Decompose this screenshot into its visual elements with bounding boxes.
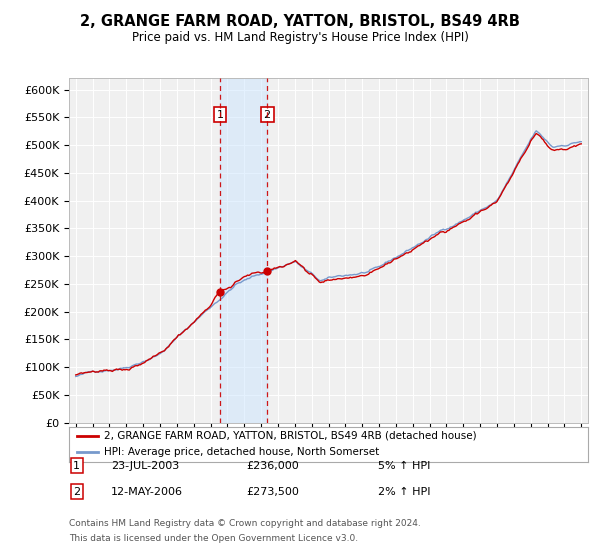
Text: Contains HM Land Registry data © Crown copyright and database right 2024.: Contains HM Land Registry data © Crown c…	[69, 519, 421, 528]
Text: 5% ↑ HPI: 5% ↑ HPI	[378, 461, 430, 471]
Text: 23-JUL-2003: 23-JUL-2003	[111, 461, 179, 471]
Text: Price paid vs. HM Land Registry's House Price Index (HPI): Price paid vs. HM Land Registry's House …	[131, 31, 469, 44]
Text: 1: 1	[73, 461, 80, 471]
Text: £273,500: £273,500	[246, 487, 299, 497]
Text: 2: 2	[263, 110, 271, 120]
Text: HPI: Average price, detached house, North Somerset: HPI: Average price, detached house, Nort…	[104, 447, 380, 458]
Text: £236,000: £236,000	[246, 461, 299, 471]
Text: 2, GRANGE FARM ROAD, YATTON, BRISTOL, BS49 4RB: 2, GRANGE FARM ROAD, YATTON, BRISTOL, BS…	[80, 14, 520, 29]
Text: 1: 1	[217, 110, 223, 120]
Bar	[220, 78, 267, 423]
Text: 12-MAY-2006: 12-MAY-2006	[111, 487, 183, 497]
Text: 2: 2	[73, 487, 80, 497]
Text: 2% ↑ HPI: 2% ↑ HPI	[378, 487, 431, 497]
Text: This data is licensed under the Open Government Licence v3.0.: This data is licensed under the Open Gov…	[69, 534, 358, 543]
Text: 2, GRANGE FARM ROAD, YATTON, BRISTOL, BS49 4RB (detached house): 2, GRANGE FARM ROAD, YATTON, BRISTOL, BS…	[104, 431, 477, 441]
